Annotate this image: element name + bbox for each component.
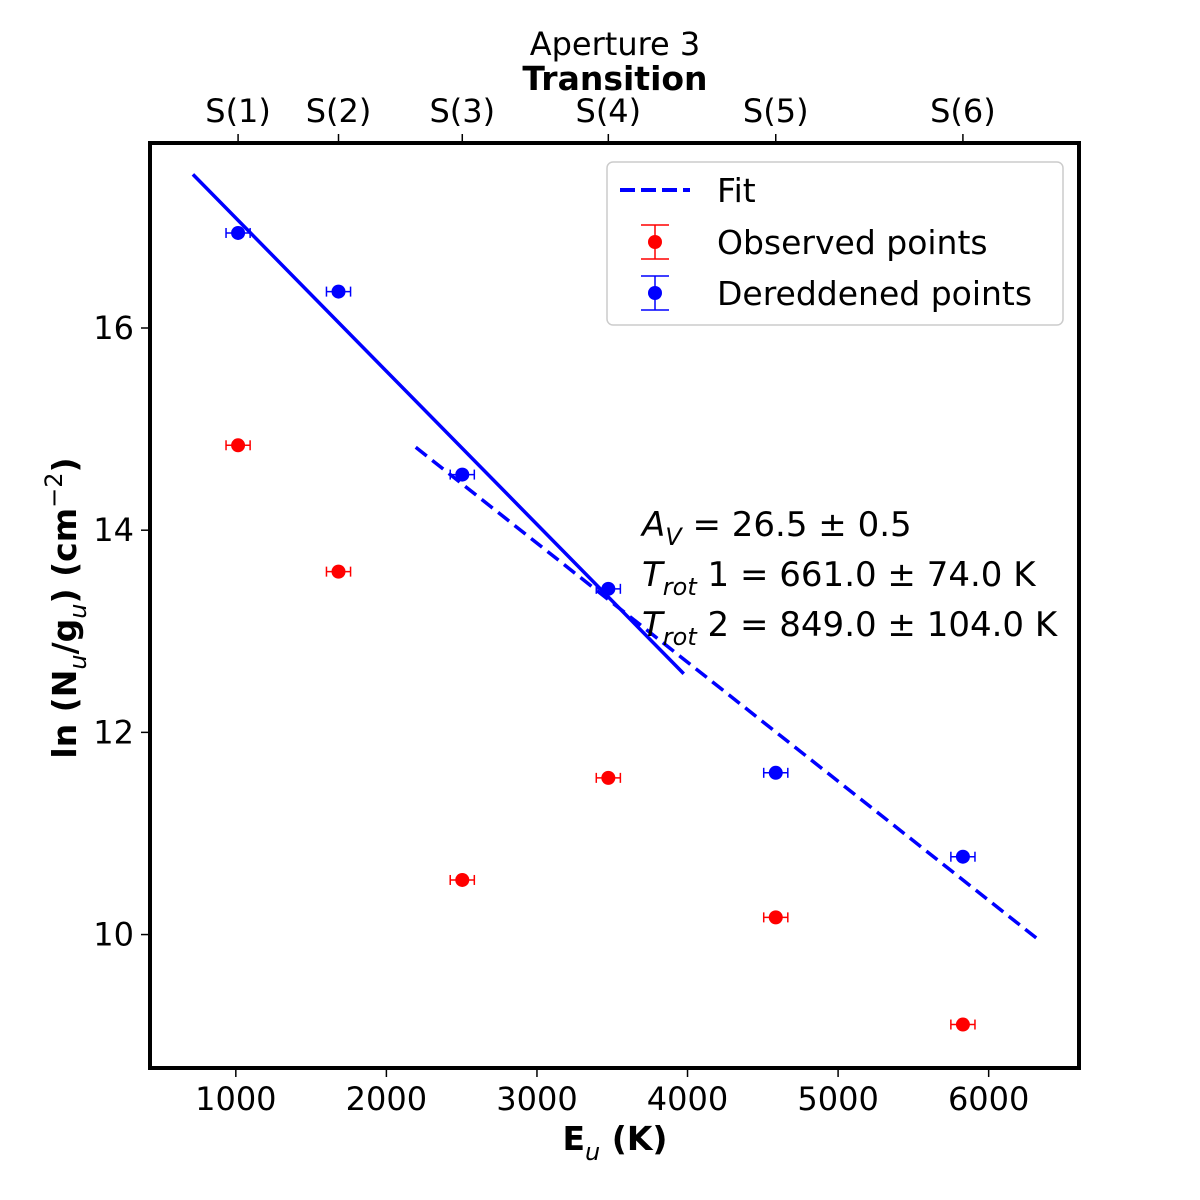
top-tick-label: S(6) [930, 92, 996, 130]
dereddened-points-point [449, 467, 476, 482]
top-tick-label: S(3) [429, 92, 495, 130]
marker [331, 564, 346, 579]
top-tick-label: S(1) [205, 92, 271, 130]
marker [455, 872, 470, 887]
marker [768, 765, 783, 780]
legend-dereddened-label: Dereddened points [717, 274, 1032, 313]
observed-points-point [449, 872, 476, 887]
marker [601, 581, 616, 596]
x-tick-label: 1000 [195, 1080, 276, 1118]
dereddened-points-point [325, 284, 352, 299]
x-tick-label: 2000 [346, 1080, 427, 1118]
legend-observed-label: Observed points [717, 223, 988, 262]
marker [768, 910, 783, 925]
dereddened-points-point [225, 225, 251, 240]
observed-points-point [595, 770, 622, 785]
marker [601, 770, 616, 785]
x-axis-ticks: 1000 2000 3000 4000 5000 6000 [195, 1068, 1029, 1118]
x-axis-label: Eu (K) [563, 1119, 668, 1166]
marker [331, 284, 346, 299]
top-tick-label: S(4) [576, 92, 642, 130]
legend-fit-label: Fit [717, 171, 756, 210]
marker [231, 225, 246, 240]
y-tick-label: 10 [93, 916, 134, 954]
top-tick-label: S(5) [743, 92, 809, 130]
observed-points-point [762, 910, 789, 925]
y-axis-label: ln (Nu/gu) (cm−2) [40, 457, 92, 758]
marker [955, 849, 970, 864]
annotation-trot2: Trot 2 = 849.0 ± 104.0 K [642, 605, 1059, 651]
observed-points-point [225, 438, 251, 453]
fit-line-dashed [414, 445, 1040, 941]
x-tick-label: 3000 [496, 1080, 577, 1118]
x-tick-label: 6000 [948, 1080, 1029, 1118]
legend-observed-swatch [641, 224, 669, 260]
data-points [225, 225, 976, 1032]
dereddened-points-point [950, 849, 976, 864]
plot-frame [148, 141, 1081, 1070]
dereddened-points-point [595, 581, 622, 596]
dereddened-points-point [762, 765, 789, 780]
observed-points-point [950, 1017, 976, 1032]
legend: Fit Observed points Dereddened points [606, 161, 1064, 326]
y-tick-label: 16 [93, 309, 134, 347]
y-tick-label: 12 [93, 713, 134, 751]
x-tick-label: 4000 [647, 1080, 728, 1118]
y-axis-ticks: 10 12 14 16 [93, 309, 150, 954]
marker [455, 467, 470, 482]
marker [231, 438, 246, 453]
observed-points-point [325, 564, 352, 579]
legend-dereddened-swatch [641, 275, 669, 311]
marker [955, 1017, 970, 1032]
y-tick-label: 14 [93, 511, 134, 549]
annotation-trot1: Trot 1 = 661.0 ± 74.0 K [642, 555, 1037, 601]
chart-title: Aperture 3 [530, 25, 701, 63]
legend-frame [606, 161, 1064, 326]
top-axis-label: Transition [522, 59, 707, 98]
top-tick-label: S(2) [306, 92, 372, 130]
annotation-av: AV = 26.5 ± 0.5 [640, 505, 912, 551]
x-tick-label: 5000 [797, 1080, 878, 1118]
